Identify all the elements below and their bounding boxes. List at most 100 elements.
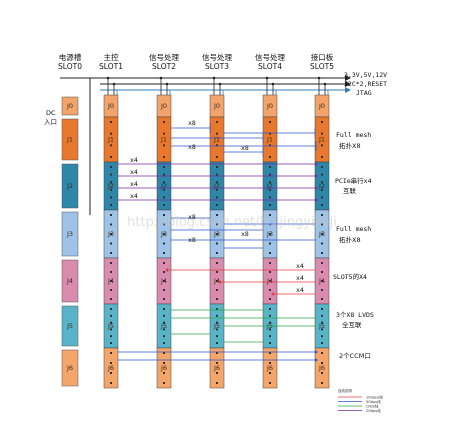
slot0-j1-label: J1 <box>66 136 73 144</box>
slot4-j2-pin <box>269 173 271 176</box>
slot3-i2c-node <box>218 82 222 86</box>
slot2-j2-pin <box>163 204 165 206</box>
slot4-j1-pin <box>269 156 271 158</box>
slot4-j6-pin <box>269 382 271 384</box>
annotation-full-mesh-2a: Full mesh <box>336 225 371 233</box>
slot3-j2-pin <box>216 204 218 206</box>
slot4-j4-pin <box>269 280 271 282</box>
slot3-j3-pin <box>216 233 218 235</box>
slot1-j5-pin <box>110 308 112 310</box>
watermark: http://blog.csdn.net/huijingyikeji <box>127 215 337 230</box>
slot3-j4-pin <box>216 262 218 264</box>
slot2-j2-pin <box>163 188 165 191</box>
slot4-j5-pin <box>269 314 271 317</box>
slot2-j6-label: J6 <box>160 364 167 372</box>
slot3-j2-pin <box>216 166 218 168</box>
slot4-power-node <box>265 76 269 80</box>
slot2-j3-pin <box>163 223 165 226</box>
slot1-j6-connector <box>103 347 119 389</box>
slot1-j2-pin <box>110 196 112 199</box>
slot5-j4-label: J4 <box>318 277 325 285</box>
slot3-j3-pin <box>216 223 218 226</box>
slot5-j1-label: J1 <box>318 136 325 144</box>
slot4-j2-pin <box>269 181 271 184</box>
slot1-i2c-node <box>112 82 116 86</box>
slot3-j4-pin <box>216 289 218 291</box>
interconnect-links: x8 x8 x8 x4 x4 x4 x4 x8 x8 x8 x4 x4 x4 <box>118 119 318 362</box>
slot3-j4-pin <box>216 280 218 282</box>
slot2-j5-pin <box>163 321 165 324</box>
slot4-j4-label: J4 <box>266 277 273 285</box>
slot3-j6-pin <box>216 362 218 364</box>
j4-slot5-x4-label: x4 <box>296 286 304 294</box>
slot3-j0-label: J0 <box>213 102 220 110</box>
slot2-j1-pin <box>163 144 165 147</box>
slot1-j4-pin <box>110 271 112 273</box>
slot1-j6-pin <box>110 352 112 354</box>
slot4-title: 信号处理 <box>255 52 285 62</box>
slot0-j6-block <box>61 349 79 387</box>
slot5-j3-pin <box>321 223 323 226</box>
slot4-j5-pin <box>269 335 271 338</box>
power-bus: 3.3V,5V,12V I2C*2,RESET JTAG DC 入口 <box>44 71 387 215</box>
slot1-j3-pin <box>110 223 112 226</box>
slot4-j2-pin <box>269 166 271 168</box>
j4-slot5-arrow <box>165 268 168 272</box>
slot2-j6-pin <box>163 362 165 364</box>
slot5-j6-pin <box>321 352 323 354</box>
slot5-power-node <box>317 76 321 80</box>
i2c-label: I2C*2,RESET <box>344 80 387 88</box>
slot5-j5-pin <box>321 321 323 324</box>
slot0-j6-label: J6 <box>66 364 73 372</box>
slot2-j2-pin <box>163 181 165 184</box>
slot1-j1-pin <box>110 121 112 123</box>
slot5-j5-pin <box>321 314 323 317</box>
slot0-j1-block <box>61 118 79 161</box>
slot1-j4-label: J4 <box>107 277 114 285</box>
slot4-j5-pin <box>269 342 271 344</box>
slot3-j5-pin <box>216 314 218 317</box>
slot0-j2-block <box>61 163 79 209</box>
dc-label: DC <box>46 109 56 117</box>
j3-mesh-x8-label-a: x8 <box>188 213 196 221</box>
slot3-power-node <box>212 76 216 80</box>
slot5-j2-pin <box>321 166 323 168</box>
slot0-column: J0 J1 J2 J3 J4 J5 J6 <box>61 96 79 387</box>
slot3-j5-pin <box>216 335 218 338</box>
slot5-j3-pin <box>321 233 323 235</box>
j6-ccm-arrow-b <box>315 358 318 362</box>
power-rail-arrow <box>345 75 351 81</box>
slot4-j1-pin <box>269 132 271 135</box>
legend-text-2: LVDS线 <box>366 403 379 408</box>
j1-mesh-x8-label-b: x8 <box>188 143 196 151</box>
slot0-j0-block <box>61 96 79 116</box>
slot3-j6-label: J6 <box>213 364 220 372</box>
slot4-j3-label: J3 <box>266 230 273 238</box>
slot2-j3-pin <box>163 242 165 245</box>
slot3-j6-pin <box>216 382 218 384</box>
slot1-j5-pin <box>110 335 112 338</box>
slot5-j6-connector <box>314 347 330 389</box>
slot2-j4-pin <box>163 289 165 291</box>
slot1-j2-pin <box>110 173 112 176</box>
slot3-j5-label: J5 <box>213 322 220 330</box>
slot1-j5-pin <box>110 342 112 344</box>
slot0-j4-label: J4 <box>66 277 73 285</box>
slot2-j4-pin <box>163 280 165 282</box>
slot3-j6-pin <box>216 372 218 374</box>
slot2-j4-pin <box>163 262 165 264</box>
slot4-j2-pin <box>269 204 271 206</box>
slot5-j1-pin <box>321 121 323 123</box>
slot2-j3-label: J3 <box>160 230 167 238</box>
slot2-j6-connector <box>156 347 172 389</box>
slot3-j6-pin <box>216 352 218 354</box>
slot3-j4-pin <box>216 271 218 273</box>
slot-headers: 电源槽 SLOT0 主控 SLOT1 信号处理 SLOT2 信号处理 SLOT3… <box>58 52 334 71</box>
slot1-column: J0 J1 J2 J3 J4 J5 J6 <box>103 94 119 389</box>
slot3-j3-pin <box>216 214 218 216</box>
legend-text-1: 5Gbps线 <box>366 399 381 404</box>
slot2-j5-pin <box>163 335 165 338</box>
slot2-j6-pin <box>163 372 165 374</box>
slot4-j2-pin <box>269 196 271 199</box>
